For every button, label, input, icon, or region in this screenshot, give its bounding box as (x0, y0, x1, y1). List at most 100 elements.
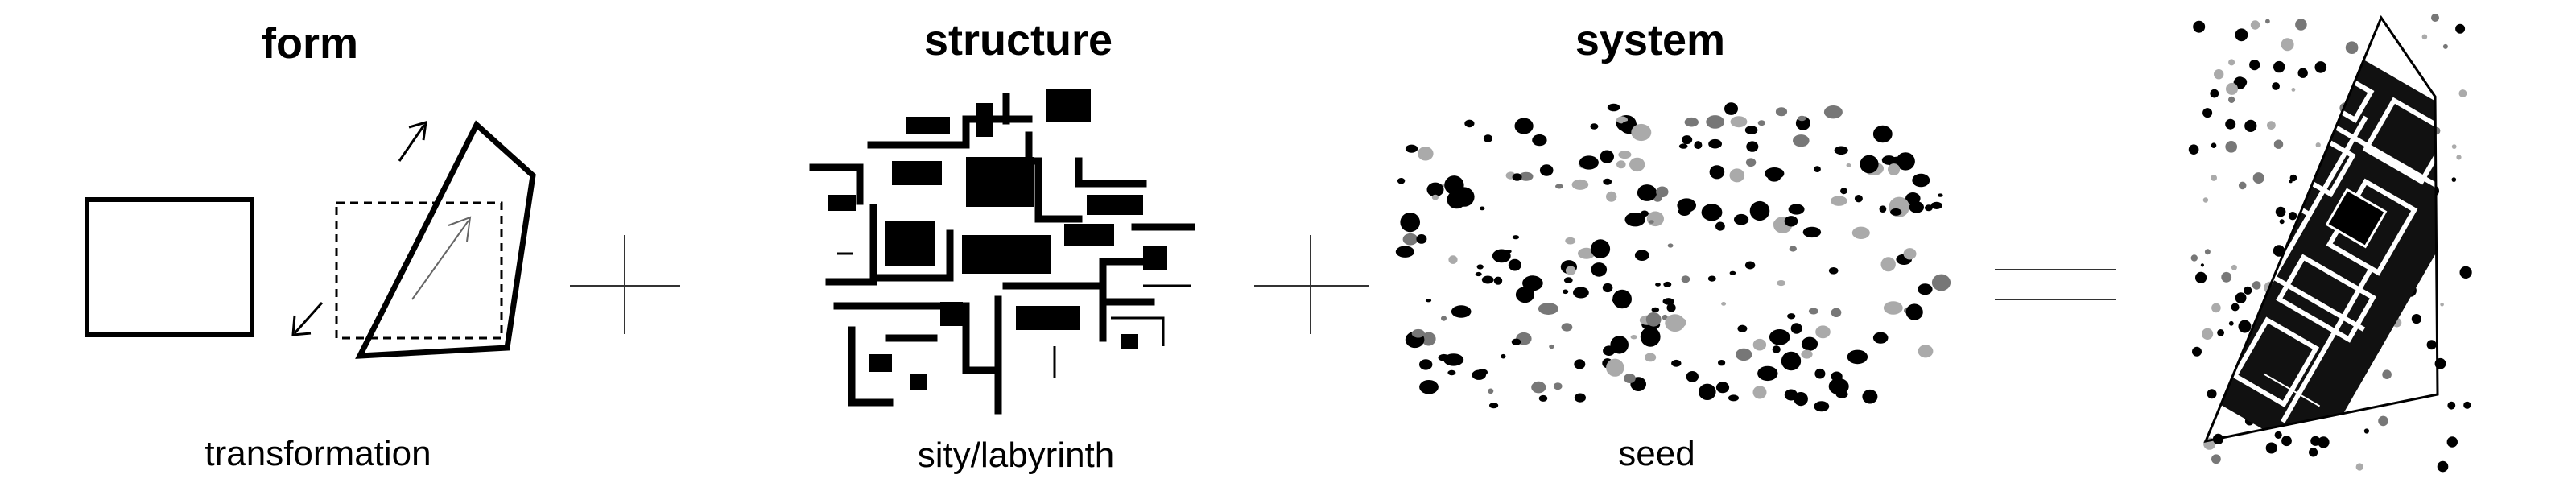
seed-dot (1880, 205, 1887, 213)
seed-dot (1646, 312, 1662, 327)
scatter-dot (2265, 19, 2270, 24)
scatter-dot (2459, 89, 2467, 97)
seed-dot (1852, 227, 1870, 239)
seed-dot (1512, 339, 1521, 345)
seed-dot (1773, 345, 1781, 353)
scatter-dot (2310, 436, 2320, 446)
seed-dot (1708, 139, 1722, 149)
seed-dot (1612, 299, 1618, 303)
seed-dot (1840, 188, 1847, 194)
seed-dot (1412, 329, 1425, 338)
seed-dot (1794, 392, 1808, 406)
seed-dot (1685, 118, 1699, 127)
scatter-dot (2266, 443, 2277, 454)
labyrinth-block (1016, 306, 1080, 330)
seed-dot (1472, 370, 1486, 380)
scatter-dot (2207, 389, 2217, 398)
seed-dot (1603, 179, 1612, 185)
seed-dot (1555, 184, 1563, 189)
seed-dot (1441, 316, 1447, 320)
seed-dot (1516, 287, 1534, 303)
seed-dot (1831, 196, 1847, 206)
labyrinth-block (1087, 195, 1143, 215)
seed-dot (1572, 180, 1589, 190)
panel-caption-form: transformation (204, 434, 431, 473)
panel-title-structure: structure (924, 16, 1113, 64)
seed-dot (1629, 158, 1645, 171)
scatter-dot (2460, 266, 2472, 279)
scatter-dot (2412, 314, 2421, 324)
arrow-down-left-icon (293, 303, 322, 335)
seed-dot (1515, 118, 1534, 134)
seed-dot (1791, 323, 1802, 333)
seed-dot (1855, 195, 1863, 202)
scatter-dot (2281, 38, 2294, 51)
scatter-dot (2244, 120, 2256, 132)
seed-dot (1678, 207, 1691, 216)
seed-dot (1476, 272, 1482, 276)
scatter-dot (2211, 303, 2221, 313)
seed-dot (1781, 352, 1801, 371)
seed-dot (1750, 201, 1770, 221)
seed-dot (1734, 214, 1748, 225)
seed-dot (1603, 283, 1613, 292)
seed-dot (1710, 165, 1725, 179)
scatter-dot (2203, 197, 2208, 202)
panel-caption-system: seed (1618, 434, 1695, 473)
scatter-dot (2443, 44, 2448, 49)
seed-dot (1591, 239, 1610, 258)
seed-dot (1776, 107, 1787, 116)
scatter-dot (2346, 41, 2359, 54)
seed-dot (1564, 277, 1573, 283)
scatter-dot (2272, 82, 2280, 90)
scatter-dot (2211, 142, 2217, 148)
seed-dot (1881, 257, 1896, 271)
seed-dot (1532, 134, 1546, 146)
scatter-dot (2382, 369, 2392, 379)
seed-dot (1432, 195, 1439, 200)
scatter-dot (2356, 463, 2363, 470)
scatter-dot (2463, 402, 2471, 409)
panel-form: form transformation (87, 19, 533, 473)
seed-dot (1592, 265, 1598, 270)
scatter-dot (2238, 77, 2247, 86)
seed-dot (1575, 394, 1586, 402)
scatter-dot (2281, 436, 2292, 446)
scatter-dot (2455, 24, 2465, 34)
seed-dot (1728, 394, 1739, 401)
seed-dot (1721, 302, 1726, 306)
seed-dot (1600, 151, 1614, 163)
panel-title-system: system (1575, 16, 1725, 64)
labyrinth-block (869, 354, 892, 372)
seed-dot (1647, 212, 1664, 227)
seed-dot (1565, 237, 1575, 245)
seed-dot (1663, 298, 1674, 305)
scatter-dot (2422, 35, 2428, 40)
panel-caption-structure: sity/labyrinth (918, 436, 1115, 475)
seed-dot (1847, 350, 1868, 365)
scatter-dot (2452, 177, 2457, 182)
labyrinth-block (910, 374, 927, 390)
scatter-dot (2231, 265, 2237, 270)
scatter-dot (2267, 121, 2276, 130)
seed-dot (1835, 147, 1848, 155)
scatter-dot (2211, 175, 2217, 181)
seed-dot (1663, 282, 1671, 287)
seed-dot (1938, 193, 1943, 196)
labyrinth-block (886, 221, 935, 266)
seed-dot (1531, 382, 1546, 394)
scatter-dot (2192, 347, 2202, 357)
scatter-dot (2280, 219, 2285, 224)
seed-dot (1419, 359, 1432, 369)
seed-dot (1768, 173, 1781, 182)
scatter-dot (2378, 416, 2388, 427)
seed-dot (1925, 204, 1933, 211)
scatter-dot (2189, 144, 2199, 155)
seed-dot (1904, 248, 1917, 259)
seed-dot (1631, 335, 1637, 339)
seed-dot (1873, 126, 1893, 142)
seed-dot (1488, 389, 1493, 394)
seed-dot (1549, 345, 1554, 349)
seed-dot (1563, 290, 1568, 295)
seed-dot (1918, 345, 1934, 357)
